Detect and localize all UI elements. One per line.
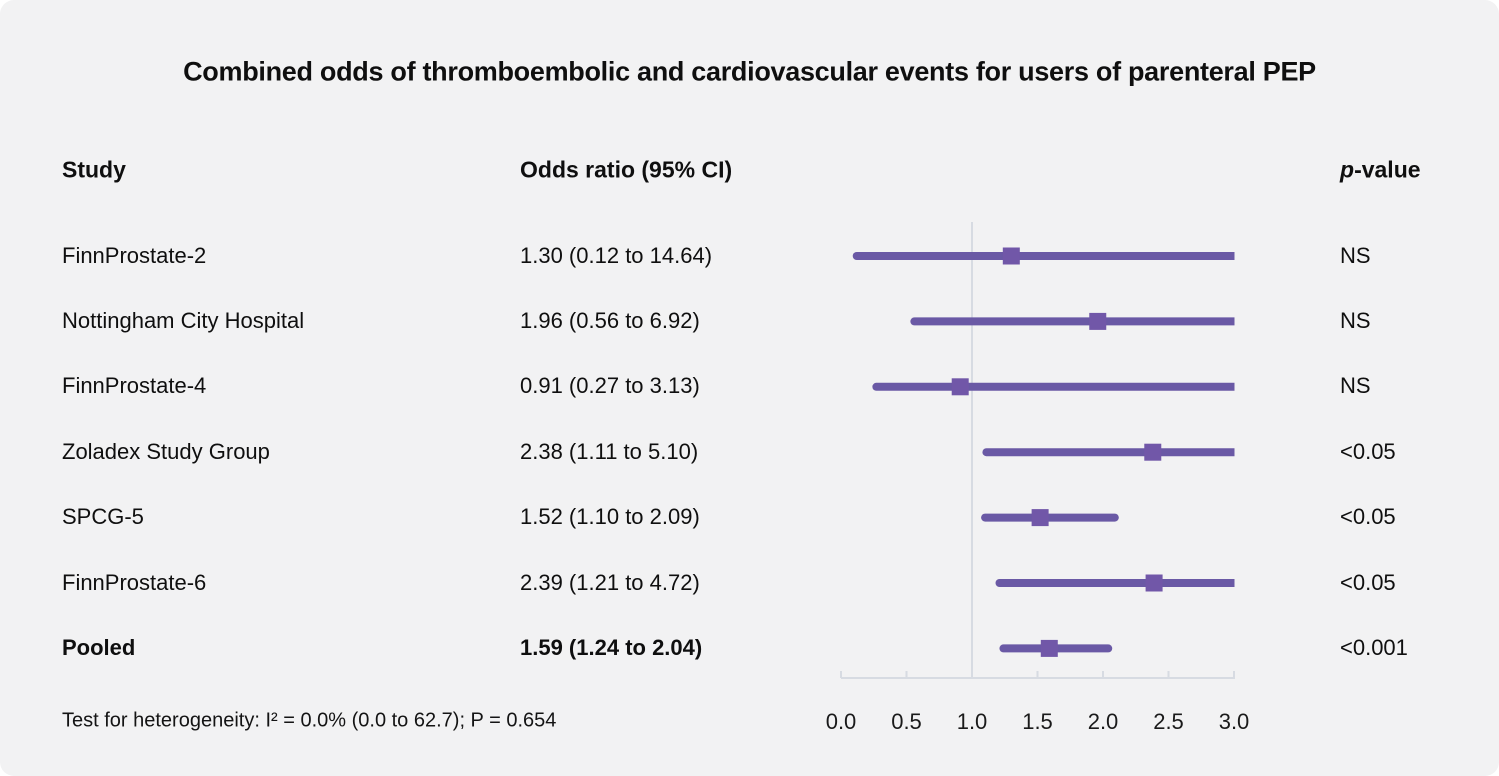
x-axis-tick-label: 1.5 — [1022, 709, 1053, 734]
odds-ratio-value: 0.91 (0.27 to 3.13) — [520, 373, 700, 399]
p-value-header-italic-p: p — [1340, 156, 1355, 183]
odds-ratio-value: 2.38 (1.11 to 5.10) — [520, 438, 699, 464]
study-label: Pooled — [62, 635, 136, 661]
x-axis-tick-label: 0.0 — [826, 709, 857, 734]
study-rows: FinnProstate-2 1.30 (0.12 to 14.64) NS N… — [0, 223, 1499, 681]
table-row: FinnProstate-2 1.30 (0.12 to 14.64) NS — [0, 223, 1499, 288]
x-axis-tick-label: 2.5 — [1153, 709, 1184, 734]
p-value: <0.05 — [1340, 569, 1396, 595]
table-row: SPCG-5 1.52 (1.10 to 2.09) <0.05 — [0, 485, 1499, 550]
study-label: FinnProstate-6 — [62, 569, 207, 595]
study-label: FinnProstate-4 — [62, 373, 207, 399]
x-axis-tick-label: 3.0 — [1219, 709, 1250, 734]
p-value-header-rest: -value — [1354, 156, 1421, 183]
p-value: NS — [1340, 242, 1371, 268]
p-value: NS — [1340, 373, 1371, 399]
x-axis-tick-label: 0.5 — [891, 709, 922, 734]
study-label: FinnProstate-2 — [62, 242, 207, 268]
odds-ratio-value: 1.52 (1.10 to 2.09) — [520, 504, 700, 530]
odds-ratio-value: 1.30 (0.12 to 14.64) — [520, 242, 713, 268]
x-axis-tick-label: 1.0 — [957, 709, 988, 734]
study-label: SPCG-5 — [62, 504, 144, 530]
p-value: NS — [1340, 308, 1371, 334]
table-row: Nottingham City Hospital 1.96 (0.56 to 6… — [0, 288, 1499, 353]
chart-title: Combined odds of thromboembolic and card… — [183, 56, 1316, 87]
study-label: Zoladex Study Group — [62, 438, 270, 464]
odds-ratio-value: 1.59 (1.24 to 2.04) — [520, 635, 703, 661]
heterogeneity-footnote: Test for heterogeneity: I² = 0.0% (0.0 t… — [62, 709, 557, 732]
table-row: FinnProstate-4 0.91 (0.27 to 3.13) NS — [0, 354, 1499, 419]
table-row-pooled: Pooled 1.59 (1.24 to 2.04) <0.001 — [0, 615, 1499, 680]
table-row: Zoladex Study Group 2.38 (1.11 to 5.10) … — [0, 419, 1499, 484]
study-label: Nottingham City Hospital — [62, 308, 305, 334]
p-value: <0.05 — [1340, 438, 1396, 464]
odds-ratio-value: 2.39 (1.21 to 4.72) — [520, 569, 700, 595]
p-value: <0.001 — [1340, 635, 1408, 661]
x-axis-tick-label: 2.0 — [1088, 709, 1119, 734]
p-value: <0.05 — [1340, 504, 1396, 530]
odds-ratio-value: 1.96 (0.56 to 6.92) — [520, 308, 700, 334]
column-header-p-value: p-value — [1340, 157, 1421, 184]
column-header-odds-ratio: Odds ratio (95% CI) — [520, 156, 733, 183]
column-header-study: Study — [62, 156, 126, 183]
table-row: FinnProstate-6 2.39 (1.21 to 4.72) <0.05 — [0, 550, 1499, 615]
